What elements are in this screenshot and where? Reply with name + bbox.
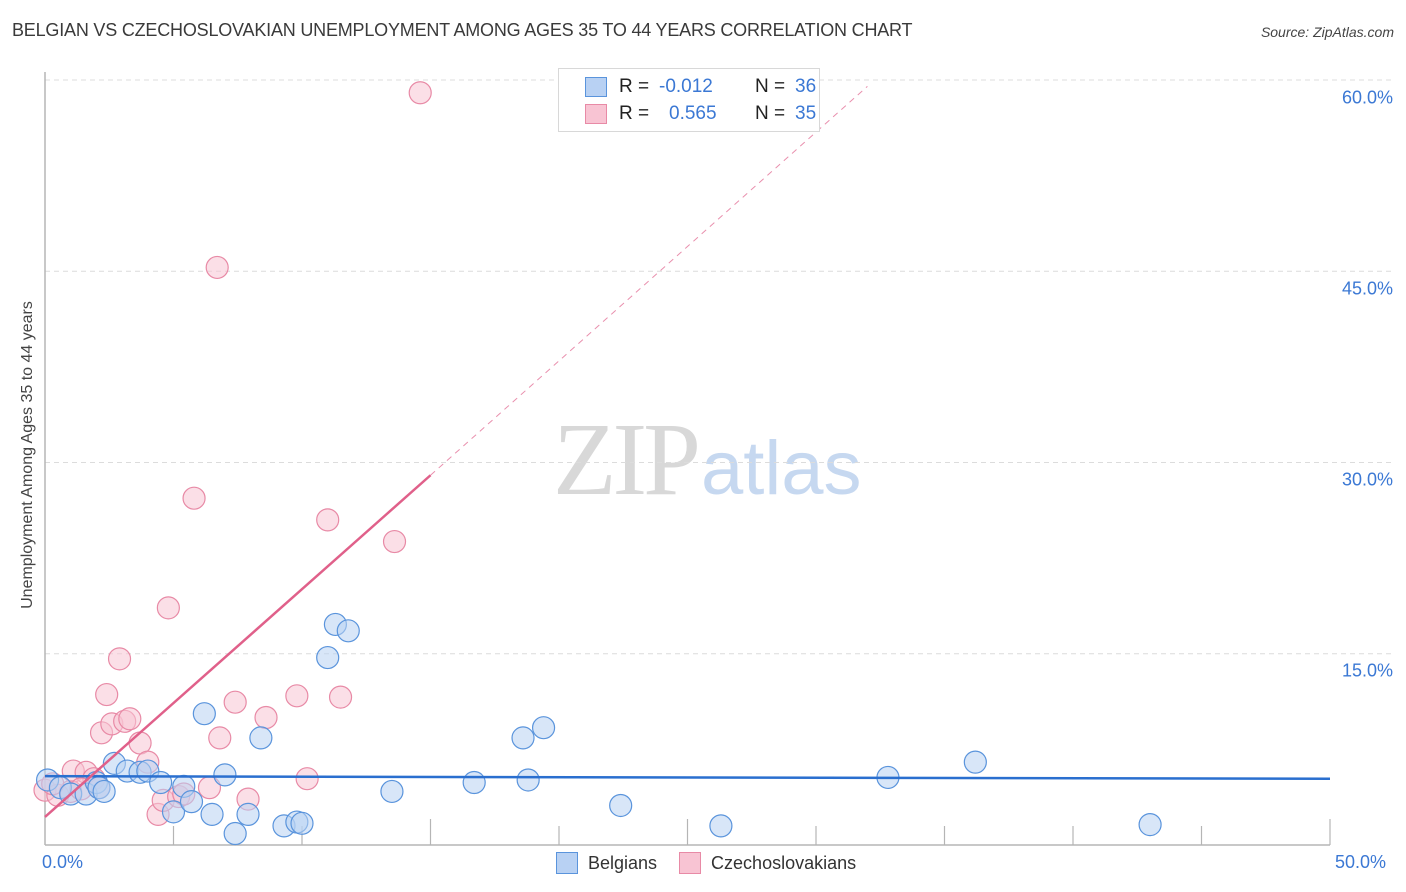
r-label: R = [619, 103, 650, 124]
series-legend: Belgians Czechoslovakians [556, 852, 878, 874]
n-label: N = [755, 103, 786, 124]
source-label: Source: ZipAtlas.com [1260, 24, 1394, 40]
data-point [249, 726, 273, 750]
belgians-trend-line [44, 774, 1331, 780]
legend-label-belgians: Belgians [588, 852, 658, 873]
data-point [316, 645, 340, 670]
data-point [382, 529, 407, 554]
data-point [285, 684, 309, 708]
data-point [254, 705, 278, 730]
data-point [1138, 812, 1162, 837]
data-point [223, 821, 247, 846]
data-point [156, 596, 180, 620]
data-point [295, 767, 319, 791]
r-value: -0.012 [659, 76, 713, 97]
y-axis-label: Unemployment Among Ages 35 to 44 years [19, 301, 36, 609]
data-point [709, 814, 733, 838]
y-tick-15: 15.0% [1341, 660, 1393, 681]
watermark-zip: ZIP [553, 402, 701, 517]
data-point [118, 707, 142, 731]
data-point [107, 647, 132, 671]
czechoslovakians-swatch-icon [679, 852, 702, 874]
r-value: 0.565 [669, 103, 717, 124]
data-point [192, 702, 216, 726]
data-point [290, 811, 314, 835]
data-point [328, 685, 353, 709]
belgians-swatch-icon [556, 852, 578, 874]
data-point [161, 800, 186, 824]
legend-row-czechoslovakians: R = 0.565 N = 35 [585, 102, 816, 126]
data-point [223, 690, 247, 714]
n-label: N = [755, 76, 786, 97]
data-point [408, 81, 432, 105]
data-point [182, 486, 206, 510]
gridlines [45, 79, 1395, 655]
data-point [205, 255, 229, 280]
x-tick-0: 0.0% [42, 852, 84, 872]
y-tick-45: 45.0% [1341, 278, 1393, 299]
data-point [511, 726, 535, 750]
y-tick-30: 30.0% [1341, 469, 1393, 490]
trend-lines [44, 86, 1331, 818]
data-point [149, 770, 173, 795]
y-tick-60: 60.0% [1341, 87, 1393, 108]
legend-item-czechoslovakians[interactable]: Czechoslovakians [679, 852, 856, 874]
legend-item-belgians[interactable]: Belgians [556, 852, 657, 874]
n-value: 35 [795, 103, 817, 124]
belgians-swatch-icon [585, 77, 607, 97]
correlation-legend: R = -0.012 N = 36 R = 0.565 N = 35 [558, 68, 820, 132]
data-point [179, 790, 204, 814]
watermark-logo: ZIPatlas [553, 400, 862, 519]
data-point [963, 750, 987, 774]
axes [44, 72, 1331, 846]
belgians-points [35, 612, 1162, 846]
data-point [200, 802, 224, 827]
data-point [462, 770, 486, 795]
n-value: 36 [795, 76, 817, 97]
data-point [531, 716, 556, 740]
czechoslovakians-swatch-icon [585, 104, 607, 124]
data-point [316, 508, 340, 532]
data-point [609, 793, 633, 818]
data-point [336, 619, 360, 643]
watermark-atlas: atlas [701, 426, 862, 511]
data-point [92, 779, 116, 804]
legend-row-belgians: R = -0.012 N = 36 [585, 75, 816, 99]
data-point [236, 802, 260, 827]
legend-label-czechoslovakians: Czechoslovakians [711, 852, 857, 873]
data-point [95, 682, 119, 707]
r-label: R = [619, 76, 650, 97]
czechoslovakians-trend-extension [430, 86, 868, 476]
data-point [516, 768, 540, 792]
x-tick-50: 50.0% [1335, 852, 1387, 872]
data-point [208, 726, 232, 750]
czechoslovakians-trend-line [44, 474, 432, 818]
data-point [213, 763, 237, 787]
data-point [380, 779, 404, 804]
chart-title: BELGIAN VS CZECHOSLOVAKIAN UNEMPLOYMENT … [12, 20, 913, 40]
czechoslovakians-points [33, 81, 432, 827]
